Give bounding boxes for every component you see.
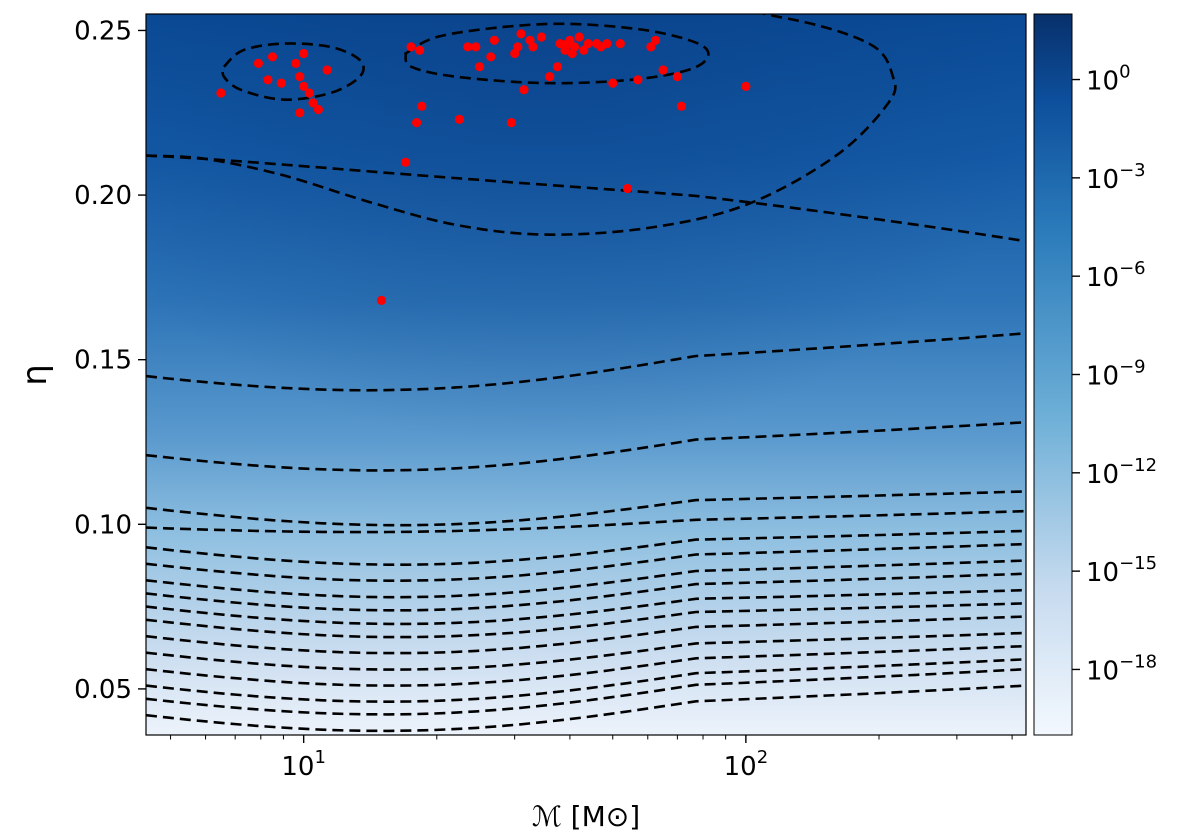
- contour-line: [146, 631, 1026, 671]
- colorbar-tick-label: 10−18: [1086, 651, 1157, 686]
- scatter-point: [216, 88, 226, 98]
- scatter-point: [308, 98, 318, 108]
- colorbar-gradient: [1033, 13, 1073, 736]
- scatter-point: [322, 65, 332, 75]
- scatter-point: [267, 52, 278, 62]
- scatter-point: [486, 52, 496, 62]
- y-axis: 0.05 0.10 0.15 0.20 0.25: [74, 16, 146, 705]
- scatter-point: [570, 42, 580, 52]
- scatter-point: [506, 118, 516, 128]
- contour-line: [146, 542, 1026, 583]
- scatter-point: [633, 75, 643, 85]
- scatter-point: [454, 114, 464, 124]
- scatter-point: [741, 81, 751, 91]
- scatter-point: [475, 62, 485, 72]
- colorbar-ticks: 100 10−3 10−6 10−9 10−12 10−15 10−18: [1072, 62, 1157, 686]
- colorbar-tick-label: 10−9: [1086, 357, 1146, 392]
- scatter-point: [608, 78, 618, 88]
- scatter-point: [291, 58, 301, 68]
- x-tick-label: 101: [281, 747, 326, 782]
- scatter-point: [579, 45, 589, 55]
- y-tick-label: 0.15: [74, 346, 132, 376]
- plot-area: [145, 13, 1027, 736]
- scatter-point: [536, 32, 547, 42]
- contour-line: [146, 332, 1026, 392]
- scatter-point: [295, 108, 305, 118]
- contour-line: [146, 509, 1026, 534]
- scatter-point: [672, 72, 683, 82]
- scatter-point: [463, 42, 473, 52]
- scatter-point: [304, 88, 314, 98]
- scatter-point: [583, 39, 593, 49]
- y-tick-label: 0.25: [74, 16, 132, 46]
- contour-line: [146, 588, 1026, 626]
- scatter-point: [574, 32, 584, 42]
- scatter-point: [646, 42, 656, 52]
- y-axis-label: η: [15, 364, 55, 386]
- contour-line: [146, 420, 1026, 472]
- scatter-point: [299, 81, 309, 91]
- contour-line: [146, 684, 1026, 733]
- scatter-point: [602, 39, 612, 49]
- contour-line: [146, 490, 1026, 527]
- scatter-point: [295, 72, 305, 82]
- heatmap-peak-glow: [146, 14, 1026, 735]
- scatter-point: [552, 62, 563, 72]
- scatter-point: [615, 39, 625, 49]
- scatter-point: [417, 101, 427, 111]
- scatter-point: [519, 85, 529, 95]
- contour-line: [146, 529, 1026, 566]
- scatter-point: [471, 42, 481, 52]
- scatter-point: [299, 48, 309, 59]
- colorbar: 100 10−3 10−6 10−9 10−12 10−15 10−18: [1033, 13, 1157, 736]
- contour-line: [146, 559, 1026, 599]
- scatter-point: [313, 104, 323, 115]
- scatter-point: [516, 29, 526, 39]
- scatter-point: [415, 45, 425, 55]
- colorbar-tick-label: 10−15: [1086, 553, 1157, 588]
- contour-line: [146, 644, 1026, 687]
- scatter-point: [622, 183, 633, 194]
- y-tick-label: 0.20: [74, 181, 132, 211]
- x-axis-label: ℳ [M⊙]: [532, 800, 640, 833]
- x-axis: 101 102: [170, 735, 1013, 782]
- scatter-point: [565, 35, 575, 45]
- contour-line: [146, 658, 1026, 704]
- scatter-point: [406, 42, 416, 52]
- scatter-point: [513, 42, 523, 52]
- colorbar-tick-label: 100: [1086, 62, 1131, 97]
- colorbar-tick-label: 10−6: [1086, 258, 1146, 293]
- y-tick-label: 0.10: [74, 510, 132, 540]
- contour-lines: [146, 14, 1026, 733]
- scatter-point: [412, 118, 422, 128]
- plot-frame: [145, 13, 1027, 736]
- contour-line: [146, 602, 1026, 639]
- scatter-point: [253, 58, 263, 68]
- scatter-point: [401, 157, 411, 167]
- scatter-point: [276, 78, 286, 88]
- scatter-point: [489, 35, 499, 45]
- colorbar-tick-label: 10−12: [1086, 455, 1157, 490]
- scatter-point: [651, 35, 661, 45]
- contour-line-peak: [146, 14, 897, 236]
- scatter-point: [376, 295, 387, 305]
- scatter-point: [676, 101, 687, 111]
- scatter-point: [545, 72, 555, 82]
- scatter-point: [555, 39, 565, 49]
- y-tick-label: 0.05: [74, 675, 132, 705]
- colorbar-tick-label: 10−3: [1086, 160, 1146, 195]
- scatter-points: [216, 29, 751, 305]
- contour-line: [146, 154, 1026, 243]
- contour-line: [146, 572, 1026, 612]
- contour-line: [146, 615, 1026, 655]
- scatter-point: [263, 75, 273, 85]
- contour-line: [146, 667, 1026, 716]
- x-tick-label: 102: [724, 747, 769, 782]
- scatter-point: [528, 42, 538, 52]
- contour-line-peak: [221, 42, 365, 101]
- scatter-point: [658, 65, 668, 75]
